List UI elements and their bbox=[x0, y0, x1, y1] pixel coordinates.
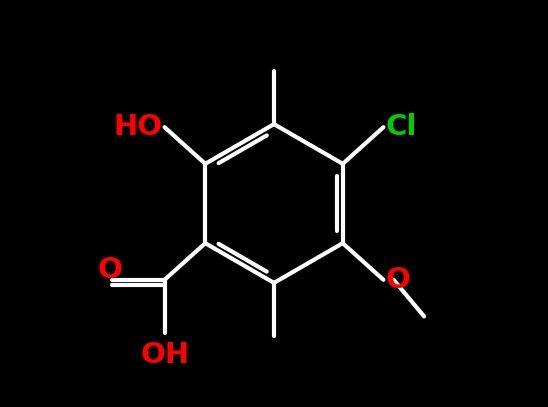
Text: O: O bbox=[97, 256, 122, 284]
Text: HO: HO bbox=[113, 113, 163, 141]
Text: O: O bbox=[385, 266, 410, 294]
Text: OH: OH bbox=[140, 341, 189, 369]
Text: Cl: Cl bbox=[385, 113, 417, 141]
